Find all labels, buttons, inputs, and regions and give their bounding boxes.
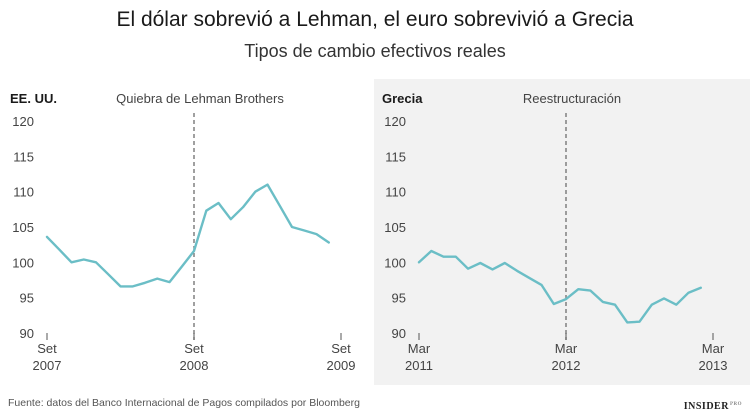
data-point-2012-07: [613, 302, 618, 307]
data-point-2012-08: [625, 320, 630, 325]
data-point-2007-11: [69, 260, 74, 265]
data-point-2012-11: [662, 296, 667, 301]
data-point-2012-09: [637, 319, 642, 324]
data-point-2012-01: [539, 282, 544, 287]
data-point-2012-10: [649, 302, 654, 307]
data-point-2008-07: [167, 280, 172, 285]
data-point-2009-01: [241, 205, 246, 210]
data-point-2008-05: [143, 280, 148, 285]
x-tick-month-2007-09: Set: [37, 341, 57, 356]
data-point-2009-02: [253, 189, 258, 194]
y-tick-label-115: 115: [13, 149, 34, 164]
data-point-2011-07: [466, 266, 471, 271]
chart-title: El dólar sobrevió a Lehman, el euro sobr…: [116, 8, 634, 31]
data-point-2009-04: [277, 203, 282, 208]
y-tick-label-100: 100: [384, 255, 406, 270]
y-tick-label-95: 95: [392, 291, 406, 306]
data-point-2011-11: [515, 268, 520, 273]
data-point-2009-07: [314, 232, 319, 237]
data-point-2007-10: [57, 247, 62, 252]
y-tick-label-115: 115: [385, 149, 406, 164]
y-tick-label-90: 90: [392, 326, 406, 341]
x-tick-year-2012-03: 2012: [552, 358, 581, 373]
greece-panel: Grecia Reestructuración 90 95 100 105 110 115 12…: [382, 91, 727, 373]
x-tick-year-2011-03: 2011: [405, 358, 433, 373]
data-point-2011-03: [417, 260, 422, 265]
y-tick-label-110: 110: [385, 185, 406, 200]
y-tick-label-100: 100: [12, 255, 34, 270]
data-point-2007-12: [81, 257, 86, 262]
data-point-2009-03: [265, 182, 270, 187]
y-tick-label-105: 105: [12, 220, 34, 235]
data-point-2008-06: [155, 276, 160, 281]
y-tick-label-110: 110: [13, 185, 34, 200]
chart-subtitle: Tipos de cambio efectivos reales: [244, 41, 506, 61]
data-point-2008-02: [106, 272, 111, 277]
data-point-2012-12: [674, 302, 679, 307]
data-point-2008-03: [118, 284, 123, 289]
x-tick-month-2009-09: Set: [331, 341, 351, 356]
y-tick-label-120: 120: [12, 114, 34, 129]
data-point-2008-10: [204, 208, 209, 213]
data-point-2008-01: [94, 260, 99, 265]
x-tick-month-2013-03: Mar: [702, 341, 725, 356]
x-tick-year-2007-09: 2007: [33, 358, 62, 373]
data-point-2009-08: [326, 240, 331, 245]
y-tick-label-120: 120: [384, 114, 406, 129]
data-point-2012-05: [588, 288, 593, 293]
data-point-2008-11: [216, 200, 221, 205]
data-point-2011-06: [453, 254, 458, 259]
data-point-2008-08: [179, 264, 184, 269]
data-point-2012-03: [564, 297, 569, 302]
data-point-2008-09: [192, 249, 197, 254]
data-point-2013-02: [698, 285, 703, 290]
data-point-2007-09: [45, 234, 50, 239]
x-tick-year-2009-09: 2009: [327, 358, 356, 373]
data-point-2012-04: [576, 287, 581, 292]
panel-label: Grecia: [382, 91, 423, 106]
data-point-2012-06: [600, 299, 605, 304]
usa-panel: EE. UU. Quiebra de Lehman Brothers 90 95 100…: [10, 91, 355, 373]
data-point-2011-12: [527, 275, 532, 280]
data-point-2012-02: [551, 302, 556, 307]
data-point-2011-08: [478, 261, 483, 266]
data-point-2011-09: [490, 267, 495, 272]
x-tick-year-2008-09: 2008: [180, 358, 209, 373]
x-tick-year-2013-03: 2013: [699, 358, 728, 373]
data-point-2009-06: [302, 228, 307, 233]
y-tick-label-90: 90: [20, 326, 34, 341]
data-point-2011-10: [502, 261, 507, 266]
series-line-ee-uu-0: [45, 183, 330, 288]
y-tick-label-105: 105: [384, 220, 406, 235]
logo-text: INSIDER: [683, 401, 729, 412]
panel-label: EE. UU.: [10, 91, 57, 106]
data-point-2011-04: [429, 249, 434, 254]
data-point-2008-04: [130, 284, 135, 289]
logo-superscript: PRO: [729, 401, 742, 407]
data-point-2011-05: [441, 254, 446, 259]
data-point-2013-01: [686, 290, 691, 295]
x-tick-month-2011-03: Mar: [408, 341, 431, 356]
x-tick-month-2008-09: Set: [184, 341, 204, 356]
x-tick-month-2012-03: Mar: [555, 341, 578, 356]
event-annotation: Reestructuración: [523, 91, 621, 106]
publisher-logo: INSIDERPRO: [684, 401, 742, 412]
data-point-2008-12: [228, 217, 233, 222]
source-note: Fuente: datos del Banco Internacional de…: [8, 397, 360, 409]
event-annotation: Quiebra de Lehman Brothers: [116, 91, 284, 106]
greece-panel-background: [374, 79, 750, 385]
y-tick-label-95: 95: [20, 291, 34, 306]
series-line-grecia-0: [417, 249, 702, 324]
data-point-2009-05: [290, 225, 295, 230]
